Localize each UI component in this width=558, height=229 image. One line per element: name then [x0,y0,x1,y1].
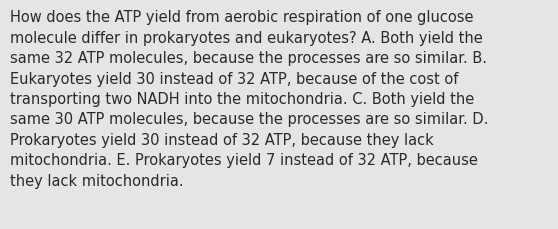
Text: How does the ATP yield from aerobic respiration of one glucose
molecule differ i: How does the ATP yield from aerobic resp… [10,10,488,188]
